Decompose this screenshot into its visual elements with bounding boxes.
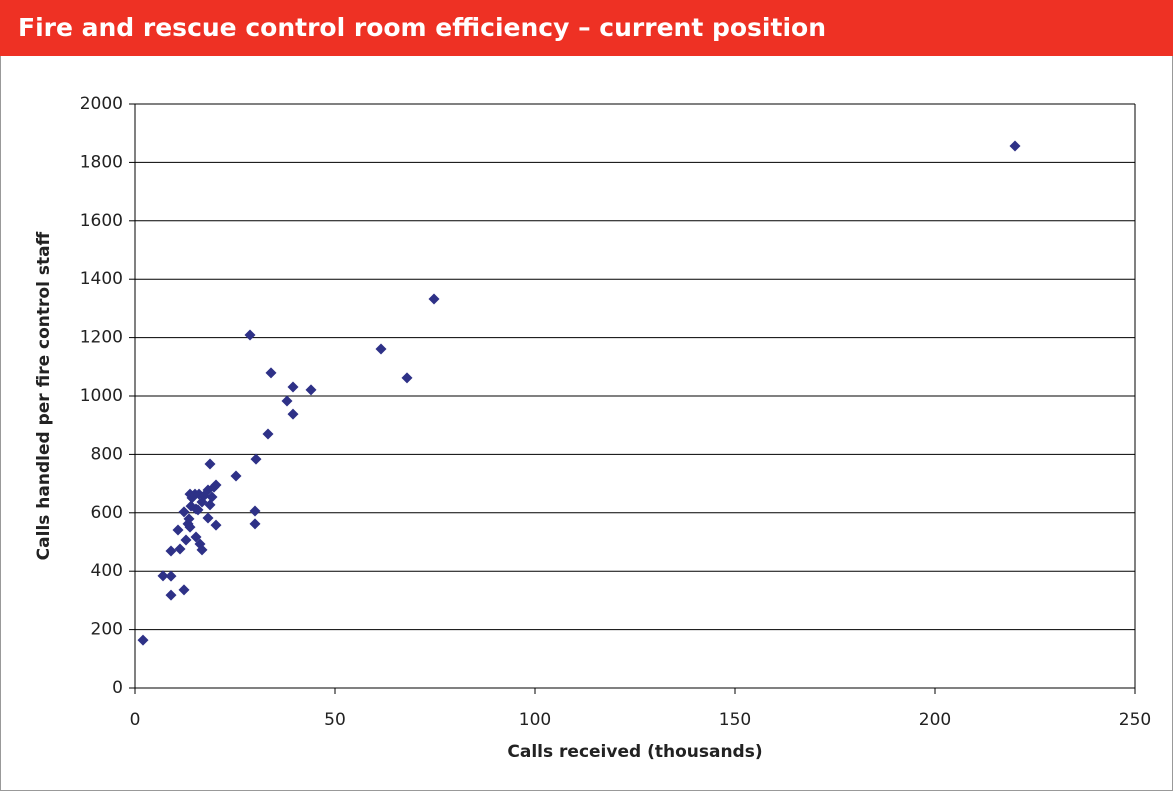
point [250,453,262,465]
x-tick-label: 0 [130,710,141,730]
chart-title: Fire and rescue control room efficiency … [18,13,826,42]
y-tick-label: 800 [91,444,123,464]
point [178,506,190,518]
point [375,343,387,355]
point [172,524,184,536]
point [244,329,256,341]
point [206,491,218,503]
point [287,381,299,393]
point [190,531,202,543]
y-tick-label: 1600 [80,211,123,231]
point [165,589,177,601]
y-tick-label: 400 [91,561,123,581]
x-tick-label: 100 [519,710,551,730]
header-bar [0,0,1173,56]
point [230,470,242,482]
point [428,293,440,305]
point [1009,140,1021,152]
point [210,519,222,531]
point [305,384,317,396]
point [249,505,261,517]
point [401,372,413,384]
point [192,504,204,516]
y-tick-label: 600 [91,503,123,523]
point [157,570,169,582]
y-tick-label: 1000 [80,386,123,406]
point [265,367,277,379]
point [287,408,299,420]
point [180,534,192,546]
x-tick-label: 200 [919,710,951,730]
point [165,570,177,582]
y-tick-label: 0 [112,678,123,698]
y-tick-label: 1800 [80,152,123,172]
y-axis-label: Calls handled per fire control staff [34,231,54,560]
x-axis-label: Calls received (thousands) [507,742,762,762]
point [210,479,222,491]
y-tick-label: 1400 [80,269,123,289]
point [262,428,274,440]
point [165,545,177,557]
y-tick-label: 2000 [80,94,123,114]
point [202,512,214,524]
x-tick-label: 250 [1119,710,1151,730]
point [249,518,261,530]
point [204,499,216,511]
point [204,458,216,470]
point [184,521,196,533]
y-tick-label: 1200 [80,328,123,348]
point [178,584,190,596]
point [281,395,293,407]
point [196,544,208,556]
y-tick-label: 200 [91,620,123,640]
point [137,634,149,646]
point [174,543,186,555]
x-tick-label: 150 [719,710,751,730]
x-tick-label: 50 [324,710,346,730]
